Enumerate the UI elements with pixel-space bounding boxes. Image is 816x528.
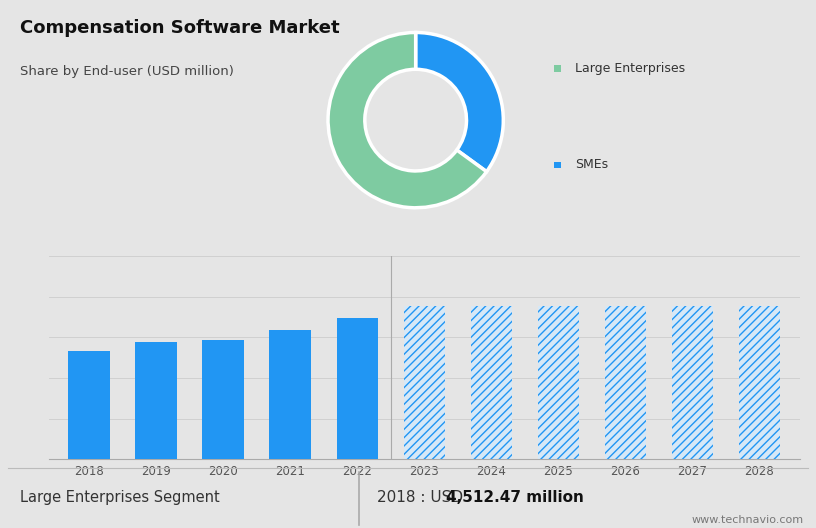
- Bar: [738, 306, 780, 459]
- Text: Share by End-user (USD million): Share by End-user (USD million): [20, 65, 234, 78]
- Bar: [605, 306, 646, 459]
- Bar: [336, 318, 378, 459]
- Bar: [404, 306, 445, 459]
- Bar: [672, 306, 713, 459]
- Text: Large Enterprises: Large Enterprises: [575, 62, 685, 75]
- Bar: [202, 340, 244, 459]
- Bar: [269, 330, 311, 459]
- Wedge shape: [328, 33, 486, 208]
- Bar: [69, 352, 110, 459]
- FancyBboxPatch shape: [554, 162, 561, 168]
- Bar: [471, 306, 512, 459]
- Bar: [672, 306, 713, 459]
- Bar: [538, 306, 579, 459]
- Bar: [538, 306, 579, 459]
- Text: SMEs: SMEs: [575, 158, 609, 172]
- Text: 4,512.47 million: 4,512.47 million: [446, 491, 584, 505]
- Text: Large Enterprises Segment: Large Enterprises Segment: [20, 491, 220, 505]
- Text: 2018 : USD: 2018 : USD: [377, 491, 468, 505]
- Bar: [471, 306, 512, 459]
- Bar: [404, 306, 445, 459]
- Bar: [738, 306, 780, 459]
- FancyBboxPatch shape: [554, 65, 561, 72]
- Wedge shape: [415, 33, 503, 172]
- Bar: [135, 342, 177, 459]
- Bar: [605, 306, 646, 459]
- Text: www.technavio.com: www.technavio.com: [692, 515, 804, 525]
- Text: Compensation Software Market: Compensation Software Market: [20, 19, 340, 37]
